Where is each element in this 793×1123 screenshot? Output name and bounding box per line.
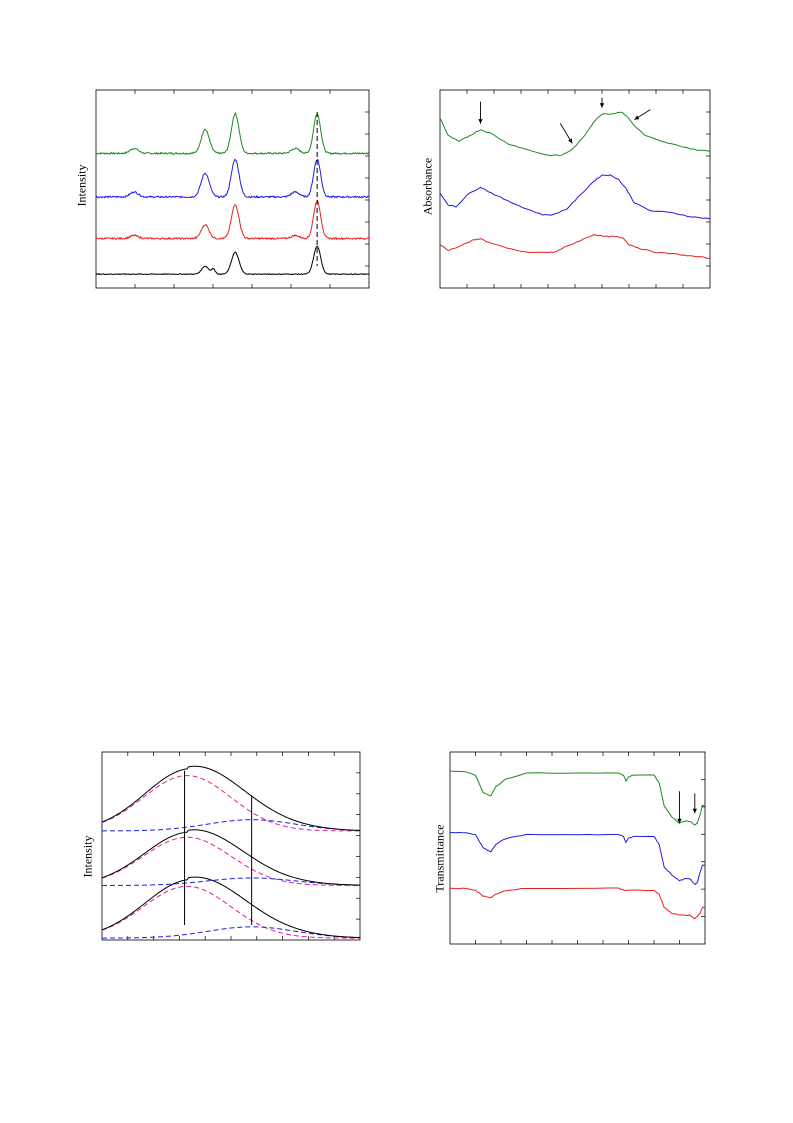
fit-panel <box>101 751 361 941</box>
ftir-panel <box>449 751 706 945</box>
fit-envelope-1 <box>101 829 361 886</box>
ftir-series-blue <box>449 831 706 885</box>
uvvis-arrow-1-head <box>478 119 483 124</box>
xrd-panel <box>95 89 370 289</box>
fit-main-component-0 <box>101 775 361 832</box>
xrd-series-red <box>95 200 370 241</box>
ftir-series-red <box>449 887 706 920</box>
ftir-frame <box>449 751 706 945</box>
fit-side-component-0 <box>101 819 361 832</box>
ftir-arrow-2-head <box>692 808 697 814</box>
uvvis-ylabel: Absorbance <box>420 157 435 216</box>
ftir-chart <box>449 751 706 945</box>
xrd-frame <box>95 89 370 289</box>
ftir-ylabel: Transmittance <box>432 824 447 893</box>
fit-side-component-1 <box>102 877 361 886</box>
uvvis-chart <box>439 89 711 289</box>
xrd-series-green <box>95 111 370 156</box>
fit-main-component-1 <box>101 836 360 886</box>
uvvis-arrow-2-head <box>568 138 573 144</box>
xrd-series-blue <box>95 158 370 199</box>
fit-envelope-0 <box>101 765 361 831</box>
fit-main-component-2 <box>101 885 360 939</box>
uvvis-panel <box>439 89 711 289</box>
uvvis-series-green <box>439 111 711 157</box>
xrd-chart <box>95 89 370 289</box>
xrd-series-black <box>95 245 370 276</box>
fit-envelope-2 <box>101 876 361 939</box>
xrd-ylabel: Intensity <box>74 164 89 207</box>
fit-chart <box>101 751 361 941</box>
uvvis-arrow-3-head <box>599 103 605 108</box>
ftir-arrow-1-head <box>677 818 682 824</box>
uvvis-series-blue <box>439 174 711 220</box>
fit-ylabel: Intensity <box>80 835 95 878</box>
fit-frame <box>101 751 361 941</box>
uvvis-series-red <box>439 234 711 259</box>
ftir-series-green <box>449 770 706 826</box>
fit-side-component-2 <box>101 926 361 939</box>
uvvis-arrow-4-head <box>634 115 640 120</box>
